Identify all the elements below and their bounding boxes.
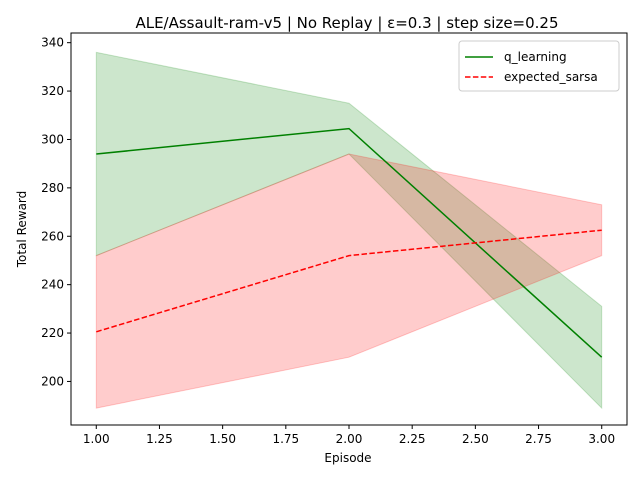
x-tick-label: 2.75 [525, 432, 552, 446]
line-expected_sarsa [96, 229, 602, 333]
series-lines [96, 127, 603, 358]
x-axis: 1.00 1.25 1.50 1.75 2.00 2.25 2.50 2.75 3.00 [83, 425, 615, 446]
x-tick-label: 2.25 [399, 432, 426, 446]
x-tick-label: 1.25 [146, 432, 173, 446]
band-expected_sarsa [95, 153, 603, 409]
y-tick-label: 320 [41, 84, 64, 98]
confidence-bands [95, 51, 603, 410]
x-tick-label: 2.00 [336, 432, 363, 446]
x-tick-label: 2.50 [462, 432, 489, 446]
x-tick-label: 1.75 [272, 432, 299, 446]
y-tick-label: 240 [41, 278, 64, 292]
x-tick-label: 1.50 [209, 432, 236, 446]
y-tick-label: 300 [41, 132, 64, 146]
y-tick-label: 220 [41, 326, 64, 340]
y-axis: 200 220 240 260 280 300 320 340 [41, 36, 71, 388]
line-q_learning [96, 127, 603, 358]
y-tick-label: 200 [41, 374, 64, 388]
x-tick-label: 3.00 [588, 432, 615, 446]
x-tick-label: 1.00 [83, 432, 110, 446]
y-tick-label: 280 [41, 181, 64, 195]
x-axis-label: Episode [324, 451, 371, 465]
legend-label-expected_sarsa: expected_sarsa [504, 70, 598, 84]
y-tick-label: 260 [41, 229, 64, 243]
legend-box [458, 40, 620, 92]
y-axis-label: Total Reward [15, 191, 29, 269]
chart-title: ALE/Assault-ram-v5 | No Replay | ε=0.3 |… [135, 14, 558, 32]
y-tick-label: 340 [41, 36, 64, 50]
legend: q_learning expected_sarsa [458, 40, 620, 92]
legend-label-q_learning: q_learning [504, 50, 567, 64]
